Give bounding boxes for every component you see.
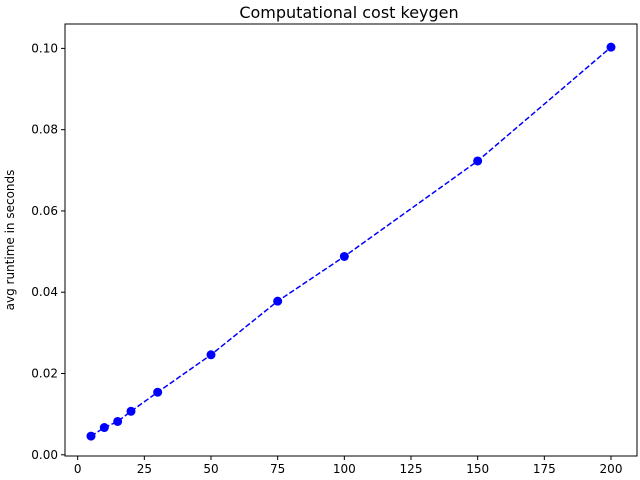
x-tick-label-6: 150 xyxy=(466,462,489,476)
y-tick-label-1: 0.02 xyxy=(31,367,58,381)
x-tick-label-8: 200 xyxy=(600,462,623,476)
data-point-1 xyxy=(99,423,109,433)
x-tick-label-0: 0 xyxy=(74,462,82,476)
axis-ticks: 0 25 50 75 100 125 150 175 200 0.00 0.02 0.04 0.06 0.… xyxy=(31,41,622,476)
data-point-3 xyxy=(126,406,136,416)
data-point-7 xyxy=(339,251,349,261)
data-point-6 xyxy=(273,296,283,306)
data-point-8 xyxy=(473,156,483,166)
data-point-5 xyxy=(206,350,216,360)
y-tick-label-2: 0.04 xyxy=(31,285,58,299)
x-tick-label-2: 50 xyxy=(203,462,218,476)
data-point-4 xyxy=(153,387,163,397)
chart-title: Computational cost keygen xyxy=(239,3,458,22)
x-tick-label-4: 100 xyxy=(333,462,356,476)
series-group xyxy=(86,42,616,441)
y-tick-label-5: 0.10 xyxy=(31,41,58,55)
series-line-0 xyxy=(90,46,612,437)
y-axis-label: avg runtime in seconds xyxy=(3,170,17,311)
y-tick-label-3: 0.06 xyxy=(31,204,58,218)
y-tick-label-4: 0.08 xyxy=(31,123,58,137)
y-tick-label-0: 0.00 xyxy=(31,448,58,462)
data-point-0 xyxy=(86,431,96,441)
x-tick-label-7: 175 xyxy=(533,462,556,476)
x-tick-label-1: 25 xyxy=(137,462,152,476)
plot-frame xyxy=(64,23,638,457)
data-point-9 xyxy=(606,42,616,52)
data-point-2 xyxy=(113,416,123,426)
x-tick-label-3: 75 xyxy=(270,462,285,476)
x-tick-label-5: 125 xyxy=(400,462,423,476)
